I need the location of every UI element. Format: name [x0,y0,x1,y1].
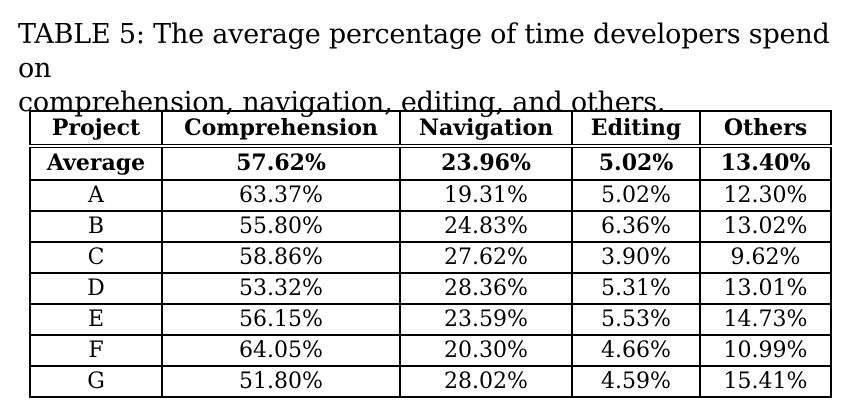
table-cell: 9.62% [699,241,832,274]
table-cell: 5.31% [571,272,701,305]
caption-line-1: TABLE 5: The average percentage of time … [18,19,830,84]
table-cell: 12.30% [699,179,832,212]
table-cell: 13.01% [699,272,832,305]
header-others: Others [699,110,832,147]
table-cell: 63.37% [161,179,401,212]
table-cell: 3.90% [571,241,701,274]
table-cell: 10.99% [699,334,832,367]
table-row: B 55.80% 24.83% 6.36% 13.02% [29,210,832,243]
header-navigation: Navigation [399,110,573,147]
table-cell: E [29,303,163,336]
table-cell: F [29,334,163,367]
table-cell: 6.36% [571,210,701,243]
table-cell: 15.41% [699,365,832,398]
table-cell: 19.31% [399,179,573,212]
data-table: Project Comprehension Navigation Editing… [29,110,832,398]
table-cell: 51.80% [161,365,401,398]
table-cell: B [29,210,163,243]
table-cell: C [29,241,163,274]
table-cell: 13.40% [699,144,832,181]
table-cell: 5.02% [571,144,701,181]
table-cell: Average [29,144,163,181]
table-row: D 53.32% 28.36% 5.31% 13.01% [29,272,832,305]
table-cell: 23.59% [399,303,573,336]
table-cell: 27.62% [399,241,573,274]
table-row: E 56.15% 23.59% 5.53% 14.73% [29,303,832,336]
table-cell: G [29,365,163,398]
table-caption: TABLE 5: The average percentage of time … [18,18,838,120]
header-comprehension: Comprehension [161,110,401,147]
table-cell: 14.73% [699,303,832,336]
table-cell: 4.59% [571,365,701,398]
table-cell: 58.86% [161,241,401,274]
header-row: Project Comprehension Navigation Editing… [29,110,832,147]
table-cell: 23.96% [399,144,573,181]
table-cell: 64.05% [161,334,401,367]
table-cell: 13.02% [699,210,832,243]
table-cell: 53.32% [161,272,401,305]
table-cell: A [29,179,163,212]
table-cell: D [29,272,163,305]
table-cell: 5.53% [571,303,701,336]
table-cell: 55.80% [161,210,401,243]
table-row: G 51.80% 28.02% 4.59% 15.41% [29,365,832,398]
table-cell: 24.83% [399,210,573,243]
table-row: F 64.05% 20.30% 4.66% 10.99% [29,334,832,367]
table-cell: 4.66% [571,334,701,367]
table-cell: 28.36% [399,272,573,305]
header-project: Project [29,110,163,147]
table-row-average: Average 57.62% 23.96% 5.02% 13.40% [29,144,832,181]
table-cell: 28.02% [399,365,573,398]
table-row: C 58.86% 27.62% 3.90% 9.62% [29,241,832,274]
table-cell: 57.62% [161,144,401,181]
table-cell: 5.02% [571,179,701,212]
table-cell: 20.30% [399,334,573,367]
header-editing: Editing [571,110,701,147]
table-cell: 56.15% [161,303,401,336]
table-row: A 63.37% 19.31% 5.02% 12.30% [29,179,832,212]
